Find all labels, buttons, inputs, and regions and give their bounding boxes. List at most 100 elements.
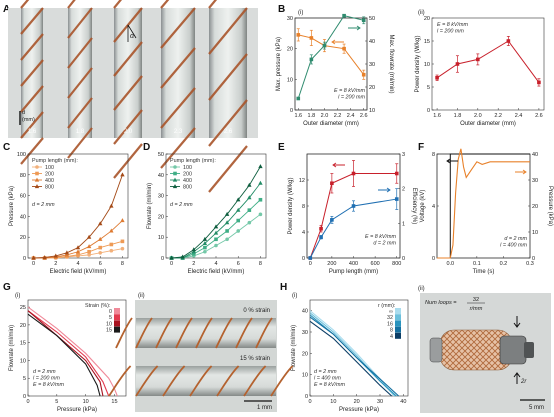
x-tick-label: 2.4 bbox=[347, 113, 355, 119]
flowrate-point bbox=[309, 57, 314, 62]
x-tick-label: 6 bbox=[237, 261, 240, 267]
svg-text:r/mm: r/mm bbox=[470, 306, 483, 312]
annotation: d = 2 mm bbox=[33, 369, 56, 375]
sub-label: (i) bbox=[292, 293, 297, 299]
series-strain-15 bbox=[27, 313, 101, 397]
y-tick-label: 20 bbox=[158, 214, 164, 220]
point-100 bbox=[203, 249, 207, 254]
series-r-4 bbox=[309, 320, 393, 397]
chart-b-ii: (ii) 1.6 1.8 2.0 2.2 2.4 2.6 0 5 10 15 20 Power dens… bbox=[415, 10, 545, 127]
power-point bbox=[435, 76, 439, 80]
point-800 bbox=[64, 250, 70, 255]
point-400 bbox=[202, 241, 208, 246]
point-100 bbox=[236, 229, 241, 233]
panel-letter-e: E bbox=[278, 142, 285, 153]
annotation: d = 2 mm bbox=[170, 202, 193, 208]
legend-marker bbox=[34, 177, 40, 182]
arrow-right bbox=[515, 169, 527, 175]
legend-swatch bbox=[395, 326, 401, 333]
annotation: d = 2 mm bbox=[373, 241, 396, 247]
legend-title: Strain (%): bbox=[85, 303, 110, 309]
x-tick-label: 0.2 bbox=[500, 261, 508, 267]
power-point bbox=[537, 80, 541, 85]
strain-wire-0 bbox=[115, 317, 273, 349]
y-tick-label: 20 bbox=[287, 47, 293, 53]
flowrate-point bbox=[342, 13, 346, 18]
x-tick-label: 15 bbox=[111, 399, 117, 405]
y-axis-label-right: Max. flowrate (ml/min) bbox=[388, 34, 394, 93]
h-scale-label: 5 mm bbox=[529, 405, 544, 411]
legend-marker bbox=[35, 171, 39, 176]
annotation: E = 8 kV/mm bbox=[365, 234, 397, 240]
diameter-label-1.6: 1.6 bbox=[28, 129, 37, 135]
diameter-label-2.0: 2.0 bbox=[124, 129, 133, 135]
y-axis-label: Flowrate (ml/min) bbox=[291, 325, 297, 371]
point-400 bbox=[86, 244, 92, 249]
point-100 bbox=[258, 212, 263, 217]
point-800 bbox=[53, 253, 58, 258]
wire-helix-2.3 bbox=[160, 0, 196, 169]
annotation: d = 2 mm bbox=[504, 236, 527, 242]
point-400 bbox=[247, 195, 252, 200]
y-tick-label: 0 bbox=[302, 256, 305, 262]
y-right-tick-label: 20 bbox=[369, 85, 375, 91]
svg-text:Num loops =: Num loops = bbox=[425, 300, 457, 306]
x-tick-label: 0.1 bbox=[473, 261, 481, 267]
annotation: l = 200 mm bbox=[33, 376, 60, 382]
y-axis-label-right: Efficiency (%) bbox=[411, 188, 417, 225]
legend-swatch bbox=[395, 308, 401, 314]
legend-swatch bbox=[114, 314, 120, 321]
panel-letter-g: G bbox=[3, 282, 11, 293]
legend-swatch bbox=[395, 320, 401, 327]
annotation: l = 400 mm bbox=[500, 243, 527, 249]
x-tick-label: 0 bbox=[32, 261, 35, 267]
panel-letter-a: A bbox=[3, 4, 10, 15]
pressure-point bbox=[309, 36, 314, 40]
x-tick-label: 2 bbox=[192, 261, 195, 267]
x-tick-label: 0 bbox=[309, 261, 312, 267]
series-power bbox=[436, 40, 540, 83]
wire-helix-2.6 bbox=[208, 0, 248, 193]
x-tick-label: 0 bbox=[308, 399, 311, 405]
y-axis-label-right: Pressure (kPa) bbox=[547, 186, 553, 226]
point-400 bbox=[224, 220, 230, 225]
y-tick-label: 8 bbox=[432, 152, 435, 158]
legend-label: 200 bbox=[183, 172, 192, 178]
wire-helix-1.8 bbox=[67, 0, 93, 159]
pressure-point bbox=[342, 46, 346, 51]
point-800 bbox=[120, 172, 125, 177]
power-point bbox=[506, 39, 511, 43]
series-strain-0 bbox=[27, 306, 118, 397]
annotation: E = 8 kV/mm bbox=[334, 88, 366, 94]
y-tick-label: 15 bbox=[20, 341, 26, 347]
y-axis-label: Power density (W/kg) bbox=[415, 35, 421, 92]
x-tick-label: 5 bbox=[55, 399, 58, 405]
x-tick-label: 1.6 bbox=[294, 113, 302, 119]
diameter-labels: 1.6 1.8 2.0 2.3 2.6 bbox=[28, 129, 233, 135]
legend-marker bbox=[173, 171, 177, 176]
g-ii-label: (ii) bbox=[138, 293, 145, 299]
x-axis-label: Pump length (mm) bbox=[329, 269, 378, 275]
y-tick-label: 20 bbox=[424, 16, 430, 22]
coiled-pump bbox=[429, 329, 534, 371]
annotation: E = 8 kV/mm bbox=[33, 382, 65, 388]
sub-label: (ii) bbox=[418, 10, 425, 16]
chart-d: 0 2 4 6 8 0 10 20 30 40 50 Flowrate (ml/min) Electri… bbox=[147, 152, 267, 275]
legend-label: 5 bbox=[109, 315, 112, 321]
y-right-tick-label: 10 bbox=[369, 108, 375, 114]
y-tick-label: 100 bbox=[17, 152, 26, 158]
annotation: E = 8 kV/mm bbox=[437, 22, 469, 28]
y-right-tick-label: 0 bbox=[402, 256, 405, 262]
point-200 bbox=[120, 239, 125, 244]
x-tick-label: 0.0 bbox=[446, 261, 454, 267]
annotation: l = 400 mm bbox=[314, 376, 341, 382]
arrow-left bbox=[446, 158, 458, 164]
annotation: l = 200 mm bbox=[437, 29, 464, 35]
point-100 bbox=[214, 243, 218, 248]
legend-label: 200 bbox=[45, 172, 54, 178]
point-800 bbox=[75, 245, 81, 250]
flowrate-point bbox=[296, 96, 301, 101]
point-200 bbox=[98, 245, 103, 250]
angle-alpha: α bbox=[130, 33, 135, 40]
